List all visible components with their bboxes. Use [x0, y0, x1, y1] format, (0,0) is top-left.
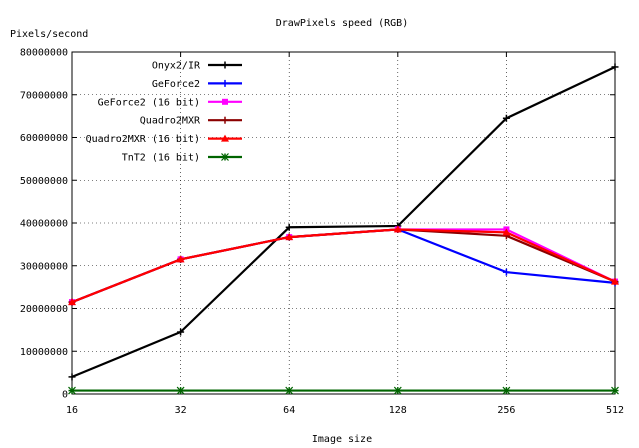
chart-title: DrawPixels speed (RGB)	[276, 18, 408, 29]
x-tick-label: 512	[606, 405, 624, 416]
x-tick-label: 32	[175, 405, 187, 416]
series-line	[71, 228, 616, 304]
data-point	[393, 225, 402, 233]
y-tick-label: 30000000	[20, 261, 68, 272]
series-6	[68, 386, 619, 395]
data-point	[68, 386, 76, 395]
legend-item: Quadro2MXR (16 bit)	[86, 134, 242, 145]
series-1	[68, 63, 619, 381]
y-axis-ticks: 0 10000000 20000000 30000000 40000000 5000000…	[20, 48, 615, 401]
data-point	[611, 386, 619, 395]
y-tick-label: 10000000	[20, 347, 68, 358]
data-point	[611, 63, 619, 71]
y-tick-label: 60000000	[20, 133, 68, 144]
series-3	[69, 226, 618, 306]
legend: Onyx2/IR GeForce2 GeForce2 (16 bit) Quadro2…	[86, 61, 242, 164]
y-tick-label: 80000000	[20, 48, 68, 59]
data-point	[222, 98, 228, 105]
data-point	[502, 114, 510, 122]
x-tick-label: 256	[497, 405, 515, 416]
data-point	[221, 79, 229, 87]
series-5	[68, 225, 619, 306]
data-point	[68, 298, 76, 306]
series-line	[71, 228, 616, 304]
y-tick-label: 70000000	[20, 90, 68, 101]
y-tick-label: 20000000	[20, 304, 68, 315]
data-point	[285, 233, 294, 241]
legend-label: Quadro2MXR	[140, 116, 201, 127]
x-axis-label: Image size	[312, 434, 372, 445]
data-point	[611, 277, 619, 285]
data-point	[502, 386, 511, 395]
legend-item: GeForce2 (16 bit)	[98, 97, 242, 108]
data-point	[221, 134, 229, 142]
grid-lines	[72, 52, 615, 394]
y-tick-label: 0	[62, 390, 68, 401]
series-line	[71, 228, 616, 304]
legend-label: GeForce2 (16 bit)	[98, 97, 200, 108]
y-tick-label: 50000000	[20, 176, 68, 187]
data-point	[502, 228, 511, 236]
data-point	[177, 328, 185, 336]
data-point	[285, 223, 293, 231]
x-tick-label: 16	[66, 405, 78, 416]
x-tick-label: 64	[283, 405, 295, 416]
data-point	[502, 268, 510, 276]
data-point	[221, 61, 229, 69]
data-point	[285, 386, 294, 395]
data-point	[68, 373, 76, 381]
legend-item: TnT2 (16 bit)	[122, 153, 242, 164]
data-point	[176, 386, 185, 395]
legend-label: GeForce2	[152, 79, 200, 90]
data-point	[176, 255, 185, 263]
y-tick-label: 40000000	[20, 219, 68, 230]
series-line	[71, 65, 616, 378]
data-point	[221, 116, 229, 124]
data-point	[393, 386, 402, 395]
series-group	[68, 63, 619, 395]
series-line	[71, 228, 616, 304]
y-axis-label: Pixels/second	[10, 29, 88, 40]
data-point	[221, 153, 229, 161]
legend-label: Quadro2MXR (16 bit)	[86, 134, 200, 145]
legend-label: Onyx2/IR	[152, 61, 201, 72]
legend-item: Quadro2MXR	[140, 116, 242, 127]
legend-item: GeForce2	[152, 79, 242, 90]
legend-label: TnT2 (16 bit)	[122, 153, 200, 164]
legend-item: Onyx2/IR	[152, 61, 242, 72]
x-tick-label: 128	[389, 405, 407, 416]
